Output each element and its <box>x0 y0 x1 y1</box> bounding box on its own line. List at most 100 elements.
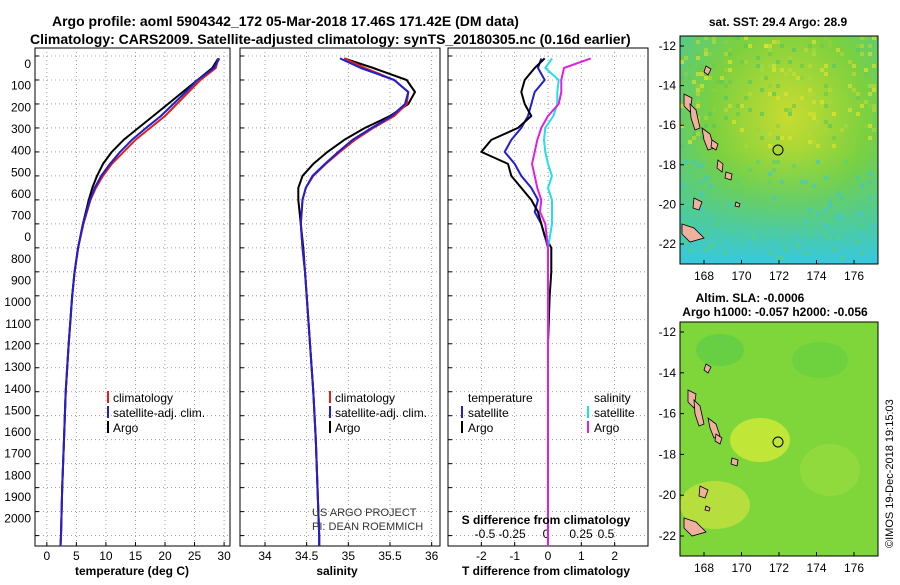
project-credit-line2: PI: DEAN ROEMMICH <box>312 521 423 533</box>
y-tick-label: 1600 <box>4 425 31 439</box>
x-tick-label: 10 <box>99 549 113 563</box>
sst-pixel <box>688 224 692 228</box>
sst-pixel <box>860 252 864 256</box>
sla-map <box>679 321 879 557</box>
sst-pixel <box>708 184 712 188</box>
legend-label-climatology: climatology <box>335 391 395 405</box>
sst-pixel <box>760 248 764 252</box>
sst-pixel <box>696 40 700 44</box>
y-tick-label: 1700 <box>4 447 31 461</box>
sst-pixel <box>700 208 704 212</box>
legend-label-argo: Argo <box>113 421 139 435</box>
map-y-tick-label: -20 <box>659 197 677 211</box>
sst-pixel <box>696 68 700 72</box>
sst-pixel <box>748 80 752 84</box>
sst-pixel <box>696 100 700 104</box>
map-y-tick-label: -18 <box>659 158 677 172</box>
sst-pixel <box>824 92 828 96</box>
map-y-tick-label: -18 <box>659 447 677 461</box>
sst-pixel <box>688 76 692 80</box>
sst-pixel <box>712 108 716 112</box>
sst-pixel <box>700 68 704 72</box>
x-tick-label: 34.5 <box>295 549 319 563</box>
difference-legend: temperature salinity satellite Argo sate… <box>461 391 635 435</box>
map-x-tick-label: 174 <box>806 561 826 575</box>
sst-pixel <box>868 172 872 176</box>
sst-pixel <box>808 132 812 136</box>
sst-pixel <box>772 40 776 44</box>
map-y-tick-label: -14 <box>659 366 677 380</box>
map-y-tick-label: -14 <box>659 79 677 93</box>
sst-pixel <box>824 84 828 88</box>
sst-pixel <box>724 68 728 72</box>
y-tick-label: 100 <box>11 79 31 93</box>
sst-pixel <box>768 44 772 48</box>
x-tick-label: 0 <box>43 549 50 563</box>
map-x-tick-label: 174 <box>806 269 826 283</box>
x-tick-label: 36 <box>425 549 439 563</box>
sst-pixel <box>836 236 840 240</box>
sst-pixel <box>832 64 836 68</box>
sst-pixel <box>688 64 692 68</box>
sst-pixel <box>788 108 792 112</box>
sst-pixel <box>792 72 796 76</box>
y-tick-label: 700 <box>11 209 31 223</box>
sst-pixel <box>780 44 784 48</box>
series-line-satellite-adj-clim- <box>59 57 221 546</box>
sst-pixel <box>716 188 720 192</box>
sst-pixel <box>700 188 704 192</box>
t-difference-xlabel: T difference from climatology <box>462 564 630 578</box>
argo-location-marker <box>772 436 784 448</box>
sst-pixel <box>696 52 700 56</box>
sst-pixel <box>708 52 712 56</box>
sst-pixel <box>824 232 828 236</box>
x-tick-label: 2 <box>611 549 618 563</box>
sst-pixel <box>812 48 816 52</box>
sst-pixel <box>848 84 852 88</box>
project-credit-line1: US ARGO PROJECT <box>312 507 417 519</box>
sst-pixel <box>724 60 728 64</box>
sst-pixel <box>808 76 812 80</box>
sst-pixel <box>704 248 708 252</box>
sst-pixel <box>780 136 784 140</box>
x-tick-label: 0 <box>545 549 552 563</box>
sst-pixel <box>844 248 848 252</box>
sst-pixel <box>824 128 828 132</box>
sst-pixel <box>812 116 816 120</box>
sst-pixel <box>820 100 824 104</box>
sst-pixel <box>748 92 752 96</box>
sst-pixel <box>836 72 840 76</box>
s-tick-label: 0.25 <box>569 527 593 541</box>
sst-pixel <box>828 216 832 220</box>
sst-pixel <box>828 256 832 260</box>
sst-pixel <box>832 248 836 252</box>
sst-pixel <box>748 168 752 172</box>
sst-pixel <box>776 160 780 164</box>
sst-pixel <box>744 44 748 48</box>
sst-pixel <box>684 240 688 244</box>
sst-pixel <box>804 108 808 112</box>
sst-pixel <box>720 76 724 80</box>
sst-pixel <box>872 108 876 112</box>
sst-pixel <box>752 236 756 240</box>
sst-pixel <box>772 228 776 232</box>
sst-pixel <box>748 44 752 48</box>
sst-pixel <box>768 180 772 184</box>
sst-pixel <box>824 72 828 76</box>
sst-pixel <box>836 216 840 220</box>
sst-pixel <box>824 120 828 124</box>
y-tick-label: 1400 <box>4 382 31 396</box>
sst-pixel <box>856 112 860 116</box>
sst-pixel <box>784 72 788 76</box>
y-tick-label: 1800 <box>4 468 31 482</box>
sst-pixel <box>776 104 780 108</box>
sst-pixel <box>844 140 848 144</box>
sst-pixel <box>696 132 700 136</box>
sst-pixel <box>872 64 876 68</box>
sst-pixel <box>740 128 744 132</box>
y-tick-label: 300 <box>11 122 31 136</box>
sst-pixel <box>820 104 824 108</box>
map-x-tick-label: 170 <box>731 269 751 283</box>
sst-pixel <box>872 104 876 108</box>
sst-pixel <box>768 172 772 176</box>
